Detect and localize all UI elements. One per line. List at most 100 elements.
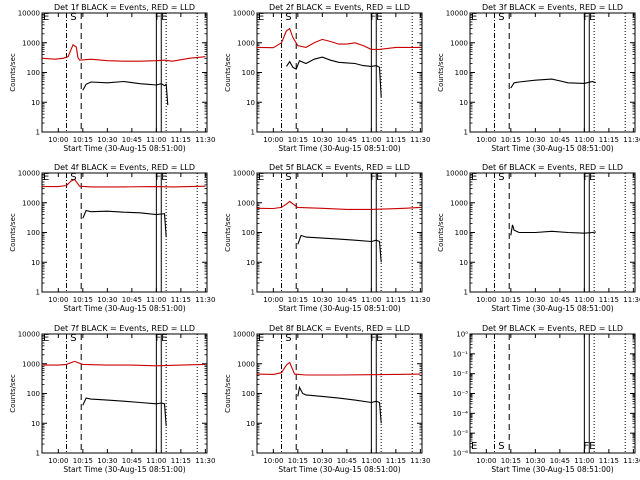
x-tick-label: 10:15 xyxy=(288,296,308,304)
x-tick-label: 11:15 xyxy=(599,136,619,144)
series-events-line xyxy=(285,56,382,98)
x-axis-label: Start Time (30-Aug-15 08:51:00) xyxy=(63,465,185,474)
chart-panel-7: Det 7f BLACK = Events, RED = LLD 10:00 10:… xyxy=(9,324,215,474)
x-tick-label: 11:30 xyxy=(410,296,430,304)
x-tick-label: 10:45 xyxy=(337,296,357,304)
series-events-line xyxy=(82,209,167,238)
y-tick-label: 1000 xyxy=(237,360,255,368)
x-tick-label: 10:30 xyxy=(312,457,332,465)
x-tick-label: 10:00 xyxy=(48,296,68,304)
x-tick-label: 11:00 xyxy=(574,296,594,304)
chart-title: Det 4f BLACK = Events, RED = LLD xyxy=(54,163,195,172)
x-tick-label: 11:00 xyxy=(574,457,594,465)
y-tick-label: 100 xyxy=(27,69,40,77)
x-tick-label: 10:45 xyxy=(337,457,357,465)
y-tick-label: 10⁻³ xyxy=(453,390,469,398)
y-tick-label: 10⁰ xyxy=(456,331,468,339)
chart-title: Det 6f BLACK = Events, RED = LLD xyxy=(482,163,623,172)
y-tick-label: 1 xyxy=(464,129,468,137)
x-tick-label: 11:15 xyxy=(171,136,191,144)
y-tick-label: 100 xyxy=(455,229,468,237)
y-axis-label: Counts/sec xyxy=(9,213,17,252)
x-tick-label: 10:00 xyxy=(476,136,496,144)
marker-label-s: S xyxy=(285,172,291,183)
series-lld-line xyxy=(256,200,421,210)
y-tick-label: 10000 xyxy=(233,10,255,18)
y-tick-label: 10000 xyxy=(18,170,40,178)
marker-label-fe: FE xyxy=(370,333,382,344)
x-tick-label: 10:45 xyxy=(122,136,142,144)
chart-title: Det 5f BLACK = Events, RED = LLD xyxy=(269,163,410,172)
x-axis-label: Start Time (30-Aug-15 08:51:00) xyxy=(278,304,400,313)
y-axis-label: Counts/sec xyxy=(224,374,232,413)
y-tick-label: 1000 xyxy=(237,199,255,207)
series-lld-line xyxy=(41,43,206,62)
y-tick-label: 100 xyxy=(27,229,40,237)
chart-panel-5: Det 5f BLACK = Events, RED = LLD 10:00 10:… xyxy=(224,163,430,313)
y-axis-label: Counts/sec xyxy=(224,53,232,92)
series-events-line xyxy=(82,80,169,106)
x-axis-label: Start Time (30-Aug-15 08:51:00) xyxy=(63,304,185,313)
y-tick-label: 100 xyxy=(242,69,255,77)
marker-label-s: S xyxy=(70,12,76,23)
x-tick-label: 10:00 xyxy=(263,136,283,144)
x-tick-label: 10:45 xyxy=(550,136,570,144)
x-tick-label: 10:30 xyxy=(312,136,332,144)
y-tick-label: 10 xyxy=(31,259,40,267)
y-tick-label: 1 xyxy=(36,450,40,458)
y-axis-label: Counts/sec xyxy=(224,213,232,252)
y-tick-label: 10 xyxy=(31,420,40,428)
x-axis-label: Start Time (30-Aug-15 08:51:00) xyxy=(278,144,400,153)
marker-label-e: E xyxy=(258,172,264,183)
chart-title: Det 2f BLACK = Events, RED = LLD xyxy=(269,3,410,12)
series-lld-line xyxy=(42,178,206,188)
y-tick-label: 10 xyxy=(459,99,468,107)
marker-label-fe: FE xyxy=(583,441,595,452)
y-tick-label: 10⁻² xyxy=(453,370,469,378)
y-tick-label: 100 xyxy=(27,390,40,398)
x-tick-label: 11:00 xyxy=(146,296,166,304)
x-tick-label: 11:00 xyxy=(146,457,166,465)
chart-panel-6: Det 6f BLACK = Events, RED = LLD 10:00 10:… xyxy=(437,163,640,313)
y-tick-label: 10 xyxy=(246,259,255,267)
marker-label-e: E xyxy=(471,12,477,23)
marker-label-e: E xyxy=(471,172,477,183)
chart-panel-8: Det 8f BLACK = Events, RED = LLD 10:00 10:… xyxy=(224,324,430,474)
x-tick-label: 11:15 xyxy=(171,457,191,465)
x-tick-label: 11:00 xyxy=(361,296,381,304)
x-tick-label: 11:30 xyxy=(623,457,640,465)
y-tick-label: 1 xyxy=(251,129,255,137)
y-tick-label: 1 xyxy=(36,289,40,297)
marker-label-fe: FE xyxy=(370,172,382,183)
series-events-line xyxy=(510,78,597,89)
marker-label-fe: FE xyxy=(155,333,167,344)
x-tick-label: 10:45 xyxy=(122,457,142,465)
x-tick-label: 10:00 xyxy=(48,457,68,465)
x-tick-label: 11:00 xyxy=(146,136,166,144)
y-tick-label: 1 xyxy=(36,129,40,137)
marker-label-s: S xyxy=(70,333,76,344)
series-events-line xyxy=(297,234,382,263)
y-tick-label: 10⁻⁴ xyxy=(453,410,469,418)
marker-label-e: E xyxy=(43,12,49,23)
y-tick-label: 10⁻¹ xyxy=(453,350,469,358)
series-lld-line xyxy=(42,360,206,367)
y-tick-label: 10 xyxy=(31,99,40,107)
y-tick-label: 100 xyxy=(455,69,468,77)
marker-label-fe: FE xyxy=(155,12,167,23)
x-tick-label: 10:15 xyxy=(288,457,308,465)
y-axis-label: Counts/sec xyxy=(9,53,17,92)
y-tick-label: 1000 xyxy=(237,39,255,47)
x-tick-label: 11:15 xyxy=(171,296,191,304)
y-tick-label: 10000 xyxy=(18,10,40,18)
y-tick-label: 10⁻⁵ xyxy=(453,430,469,438)
chart-title: Det 3f BLACK = Events, RED = LLD xyxy=(482,3,623,12)
x-tick-label: 10:00 xyxy=(476,296,496,304)
chart-title: Det 9f BLACK = Events, RED = LLD xyxy=(482,324,623,333)
x-tick-label: 10:15 xyxy=(501,296,521,304)
marker-label-s: S xyxy=(498,441,504,452)
series-events-line xyxy=(297,385,382,424)
x-tick-label: 11:15 xyxy=(599,457,619,465)
x-tick-label: 10:15 xyxy=(73,457,93,465)
